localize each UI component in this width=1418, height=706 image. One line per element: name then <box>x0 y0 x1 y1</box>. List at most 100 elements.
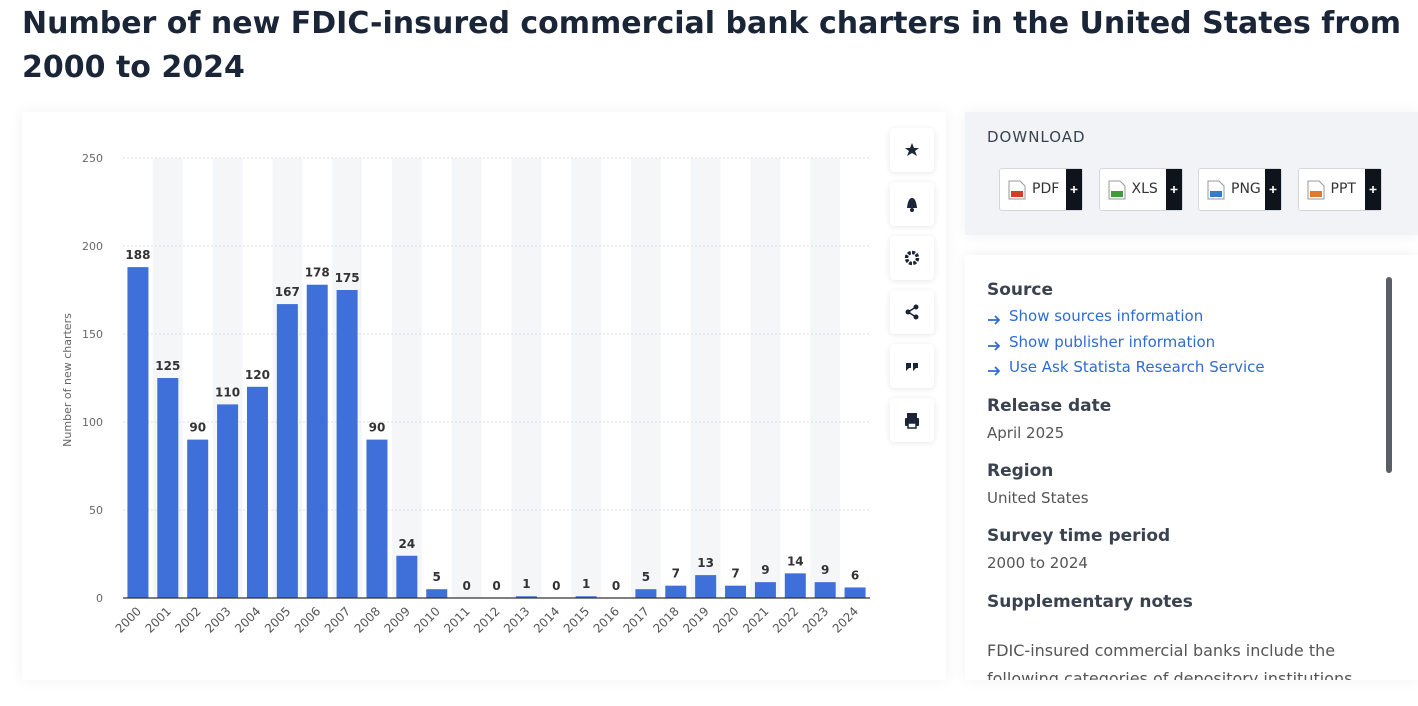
download-plus[interactable] <box>1364 169 1381 210</box>
bar <box>515 596 537 598</box>
notification-button[interactable] <box>890 182 934 226</box>
bar <box>366 439 388 598</box>
value-label: 110 <box>215 385 240 399</box>
bar <box>217 404 239 598</box>
notes-text: FDIC-insured commercial banks include th… <box>987 641 1353 680</box>
value-label: 6 <box>851 568 859 582</box>
share-button[interactable] <box>890 290 934 334</box>
value-label: 5 <box>433 570 441 584</box>
value-label: 7 <box>731 567 739 581</box>
x-tick-label: 2015 <box>561 604 592 635</box>
bar <box>814 582 836 598</box>
x-tick-label: 2016 <box>591 604 622 635</box>
download-button[interactable]: PNG <box>1198 168 1282 211</box>
source-link[interactable]: Use Ask Statista Research Service <box>1009 358 1265 376</box>
download-button[interactable]: PDF <box>999 168 1083 211</box>
download-plus[interactable] <box>1165 169 1182 210</box>
notes-heading: Supplementary notes <box>987 592 1193 612</box>
bar <box>695 575 717 598</box>
bar <box>246 386 268 598</box>
x-tick-label: 2023 <box>800 604 831 635</box>
info-panel: FDIC-insured commercial banks include th… <box>965 255 1418 680</box>
value-label: 0 <box>552 579 560 593</box>
x-tick-label: 2005 <box>262 604 293 635</box>
x-tick-label: 2021 <box>740 604 771 635</box>
bar <box>665 585 687 598</box>
column-stripe <box>810 158 841 598</box>
x-tick-label: 2017 <box>621 604 652 635</box>
bar <box>187 439 209 598</box>
region: United States <box>987 489 1089 507</box>
x-tick-label: 2008 <box>352 604 383 635</box>
bar <box>844 587 866 598</box>
download-button[interactable]: XLS <box>1098 168 1183 211</box>
download-label: PNG <box>1231 181 1261 197</box>
bar <box>754 582 776 598</box>
value-label: 1 <box>522 577 530 591</box>
value-label: 188 <box>125 248 150 262</box>
download-label: XLS <box>1131 181 1158 197</box>
chart-card: 0 50 100 150 200 250 Number of new charters 188… <box>22 112 946 680</box>
bar <box>336 290 358 598</box>
column-stripe <box>690 158 721 598</box>
value-label: 13 <box>697 556 714 570</box>
y-tick-label: 250 <box>82 152 103 165</box>
bar <box>276 304 298 598</box>
bar <box>725 585 747 598</box>
x-tick-label: 2011 <box>441 604 472 635</box>
x-tick-label: 2006 <box>292 604 323 635</box>
source-link[interactable]: Show sources information <box>1009 307 1204 325</box>
value-label: 0 <box>462 579 470 593</box>
column-stripe <box>571 158 602 598</box>
settings-button[interactable] <box>890 236 934 280</box>
x-tick-label: 2013 <box>501 604 532 635</box>
file-icon <box>1307 180 1324 200</box>
survey-period: 2000 to 2024 <box>987 554 1088 572</box>
cite-button[interactable] <box>890 344 934 388</box>
file-icon <box>1008 180 1026 200</box>
period-heading: Survey time period <box>987 526 1171 546</box>
scrollbar[interactable] <box>1386 277 1392 473</box>
bar <box>426 589 448 598</box>
bar <box>157 378 179 598</box>
value-label: 14 <box>787 554 804 568</box>
value-label: 167 <box>275 285 300 299</box>
x-tick-label: 2002 <box>172 604 203 635</box>
column-stripe <box>391 158 422 598</box>
release-heading: Release date <box>987 396 1112 416</box>
download-label: PPT <box>1330 181 1356 197</box>
y-axis-title: Number of new charters <box>61 313 74 447</box>
download-plus[interactable] <box>1265 169 1281 210</box>
download-label: PDF <box>1032 181 1060 197</box>
favorite-button[interactable] <box>890 128 934 172</box>
download-plus[interactable] <box>1066 169 1082 210</box>
column-stripe <box>630 158 661 598</box>
y-tick-label: 50 <box>89 504 103 517</box>
bar <box>306 284 328 598</box>
x-tick-label: 2010 <box>411 604 442 635</box>
file-icon <box>1207 180 1225 200</box>
y-tick-label: 0 <box>96 592 103 605</box>
bar <box>396 555 418 598</box>
y-tick-label: 200 <box>82 240 103 253</box>
download-heading: DOWNLOAD <box>987 128 1086 146</box>
link-arrow <box>987 337 1003 356</box>
bar <box>127 267 149 598</box>
source-link[interactable]: Show publisher information <box>1009 332 1216 351</box>
x-tick-label: 2000 <box>113 604 144 635</box>
bar <box>575 596 597 598</box>
value-label: 120 <box>245 368 270 382</box>
print-button[interactable] <box>890 398 934 442</box>
value-label: 90 <box>369 421 386 435</box>
x-tick-label: 2009 <box>381 604 412 635</box>
bar <box>635 589 657 598</box>
value-label: 125 <box>155 359 180 373</box>
x-tick-label: 2014 <box>531 604 562 635</box>
region-heading: Region <box>987 461 1054 481</box>
value-label: 5 <box>642 570 650 584</box>
download-button[interactable]: PPT <box>1297 168 1382 211</box>
y-tick-label: 100 <box>82 416 103 429</box>
value-label: 0 <box>612 579 620 593</box>
